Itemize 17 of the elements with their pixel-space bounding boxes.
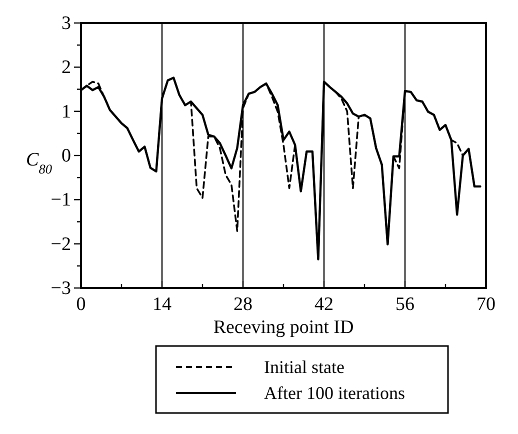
y-tick-label: −1: [50, 190, 71, 211]
y-tick-label: −2: [50, 234, 71, 255]
x-tick-label: 0: [76, 294, 86, 315]
y-tick-label: 2: [62, 57, 71, 78]
y-tick-label: 3: [62, 13, 71, 34]
y-axis-title: C$_{80}$: [26, 150, 52, 176]
x-tick-label: 70: [476, 294, 496, 315]
y-tick-label: 1: [62, 101, 71, 122]
x-tick-label: 28: [234, 294, 252, 315]
legend-label: Initial state: [264, 357, 344, 377]
legend-label: After 100 iterations: [264, 383, 405, 403]
y-tick-label: −3: [50, 278, 71, 299]
x-tick-label: 56: [396, 294, 414, 315]
x-axis-title: Receving point ID: [213, 317, 354, 338]
y-tick-label: 0: [62, 146, 71, 166]
x-tick-label: 42: [314, 294, 334, 315]
x-tick-label: 14: [152, 294, 172, 315]
